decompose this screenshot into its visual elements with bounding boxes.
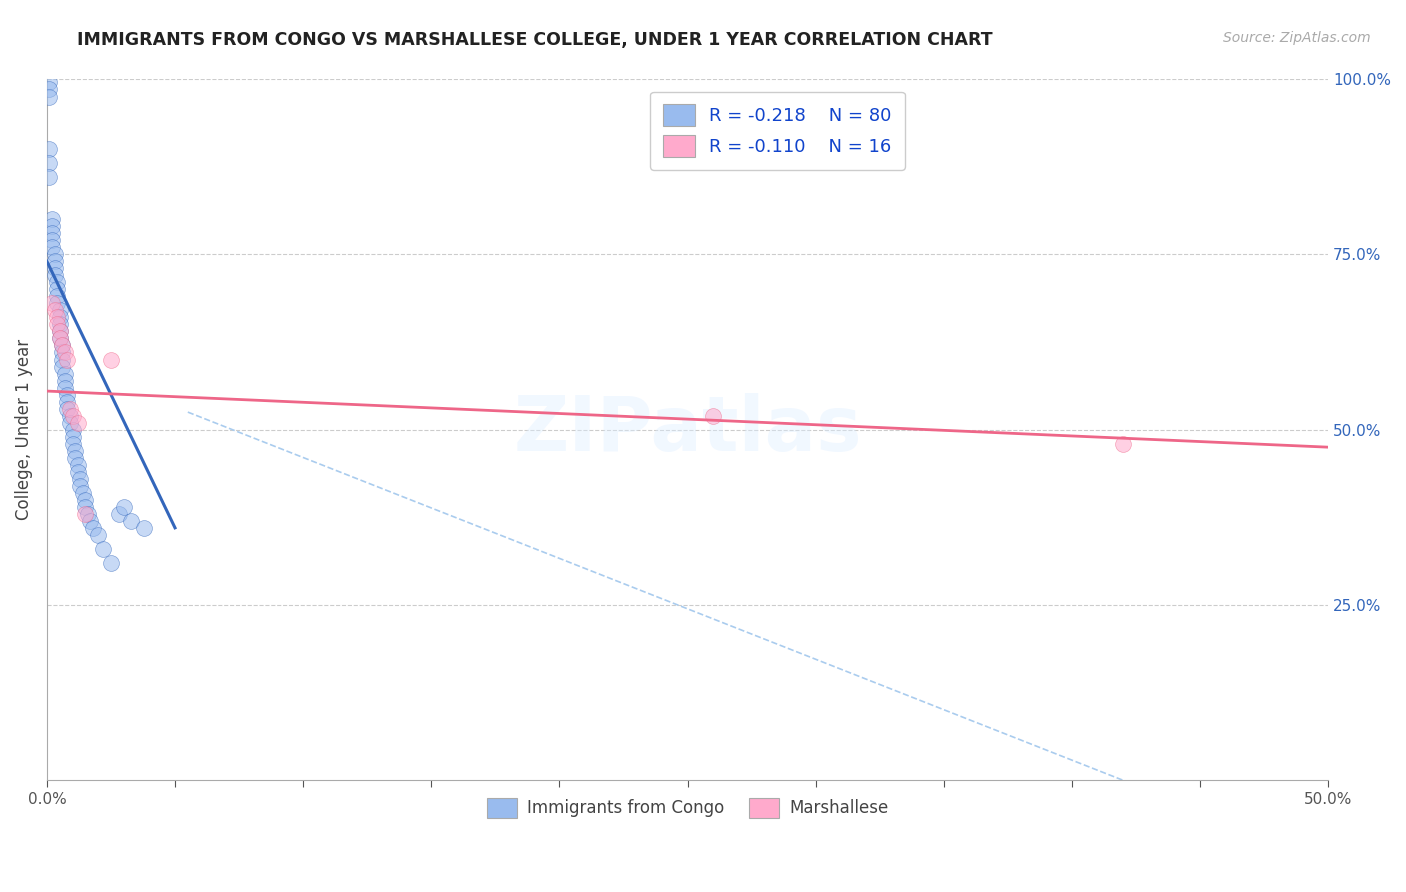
Point <box>62 430 84 444</box>
Point <box>46 318 69 332</box>
Point <box>702 409 724 423</box>
Point <box>56 387 79 401</box>
Point <box>53 367 76 381</box>
Point <box>44 254 66 268</box>
Point <box>41 212 63 227</box>
Point <box>69 472 91 486</box>
Point <box>56 401 79 416</box>
Point <box>46 296 69 310</box>
Point <box>38 75 60 89</box>
Point <box>66 458 89 472</box>
Point <box>38 82 60 96</box>
Legend: Immigrants from Congo, Marshallese: Immigrants from Congo, Marshallese <box>479 791 896 824</box>
Point <box>134 521 156 535</box>
Point <box>91 541 114 556</box>
Point <box>75 492 97 507</box>
Point <box>56 394 79 409</box>
Point <box>62 409 84 423</box>
Point <box>87 528 110 542</box>
Point <box>38 89 60 103</box>
Point <box>53 380 76 394</box>
Point <box>56 352 79 367</box>
Point <box>44 268 66 283</box>
Point <box>51 352 73 367</box>
Point <box>46 310 69 325</box>
Point <box>75 507 97 521</box>
Point <box>66 416 89 430</box>
Point <box>46 289 69 303</box>
Point <box>48 303 70 318</box>
Point <box>48 331 70 345</box>
Point <box>38 170 60 185</box>
Text: ZIPatlas: ZIPatlas <box>513 392 862 467</box>
Point <box>51 338 73 352</box>
Point <box>1112 436 1135 450</box>
Point <box>41 296 63 310</box>
Point <box>46 282 69 296</box>
Point <box>69 479 91 493</box>
Point <box>41 233 63 247</box>
Point <box>48 318 70 332</box>
Text: Source: ZipAtlas.com: Source: ZipAtlas.com <box>1223 31 1371 45</box>
Point <box>75 500 97 514</box>
Text: IMMIGRANTS FROM CONGO VS MARSHALLESE COLLEGE, UNDER 1 YEAR CORRELATION CHART: IMMIGRANTS FROM CONGO VS MARSHALLESE COL… <box>77 31 993 49</box>
Point <box>59 401 82 416</box>
Point <box>41 240 63 254</box>
Point <box>82 521 104 535</box>
Point <box>62 436 84 450</box>
Point <box>51 359 73 374</box>
Point <box>48 325 70 339</box>
Point <box>112 500 135 514</box>
Point <box>72 485 94 500</box>
Point <box>120 514 142 528</box>
Point <box>38 156 60 170</box>
Point <box>107 507 129 521</box>
Point <box>63 450 86 465</box>
Point <box>100 556 122 570</box>
Point <box>100 352 122 367</box>
Point <box>62 423 84 437</box>
Point <box>44 303 66 318</box>
Point <box>63 443 86 458</box>
Point <box>44 261 66 276</box>
Point <box>48 310 70 325</box>
Point <box>44 247 66 261</box>
Point <box>53 345 76 359</box>
Point <box>41 227 63 241</box>
Point <box>51 338 73 352</box>
Point <box>46 276 69 290</box>
Point <box>53 374 76 388</box>
Point <box>77 507 100 521</box>
Point <box>66 465 89 479</box>
Point <box>41 219 63 234</box>
Point <box>79 514 101 528</box>
Point <box>59 416 82 430</box>
Point <box>59 409 82 423</box>
Point <box>48 325 70 339</box>
Point <box>38 142 60 156</box>
Point <box>51 345 73 359</box>
Point <box>48 331 70 345</box>
Y-axis label: College, Under 1 year: College, Under 1 year <box>15 339 32 520</box>
